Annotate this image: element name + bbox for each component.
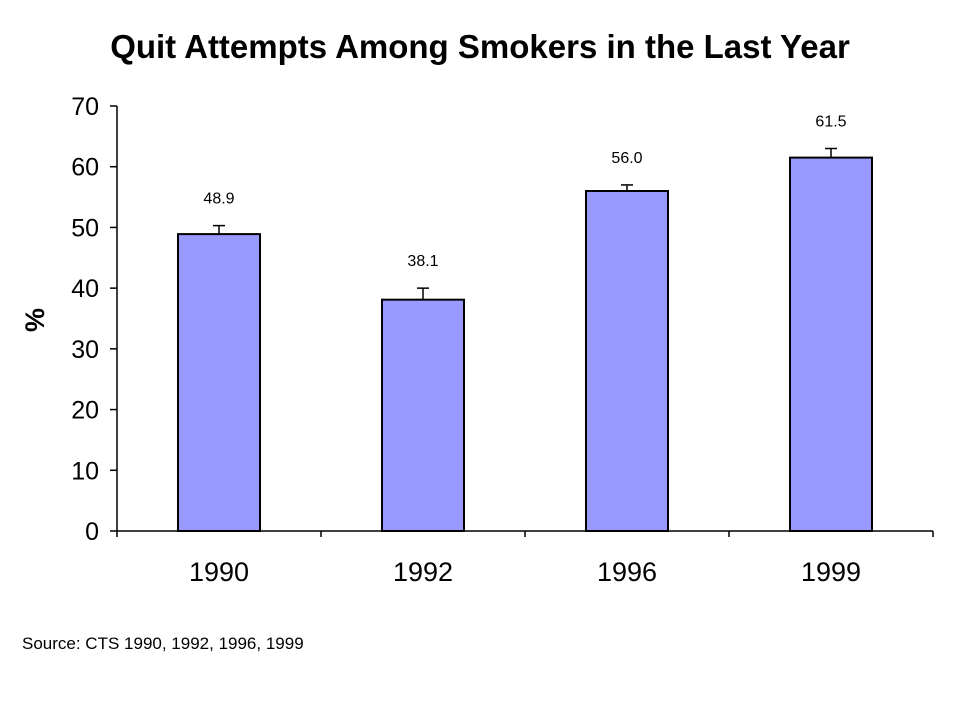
x-category-label: 1996: [597, 557, 657, 587]
source-note: Source: CTS 1990, 1992, 1996, 1999: [22, 634, 304, 653]
y-tick-label: 0: [85, 518, 99, 546]
y-axis: 0 10 20 30 40 50 60 70: [71, 93, 118, 546]
y-tick-label: 60: [71, 154, 99, 182]
bar-1992: [381, 298, 465, 532]
bar-1990: [177, 233, 261, 532]
y-tick-label: 70: [71, 93, 99, 121]
x-category-label: 1990: [189, 557, 249, 587]
chart-title: Quit Attempts Among Smokers in the Last …: [110, 28, 850, 65]
y-tick-label: 20: [71, 397, 99, 425]
y-axis-title: %: [20, 308, 50, 332]
x-category-label: 1999: [801, 557, 861, 587]
y-tick-label: 10: [71, 457, 99, 485]
data-label: 48.9: [203, 191, 234, 208]
x-axis: 1990 1992 1996 1999: [116, 530, 934, 587]
bar-1999: [789, 156, 873, 532]
y-tick-label: 40: [71, 275, 99, 303]
y-tick-label: 30: [71, 336, 99, 364]
y-tick-label: 50: [71, 214, 99, 242]
bar-1996: [585, 190, 669, 532]
data-label: 56.0: [611, 150, 642, 167]
x-category-label: 1992: [393, 557, 453, 587]
bars: 48.9 38.1 56.0 61.5: [177, 114, 873, 532]
data-label: 38.1: [407, 253, 438, 270]
data-label: 61.5: [815, 114, 846, 131]
